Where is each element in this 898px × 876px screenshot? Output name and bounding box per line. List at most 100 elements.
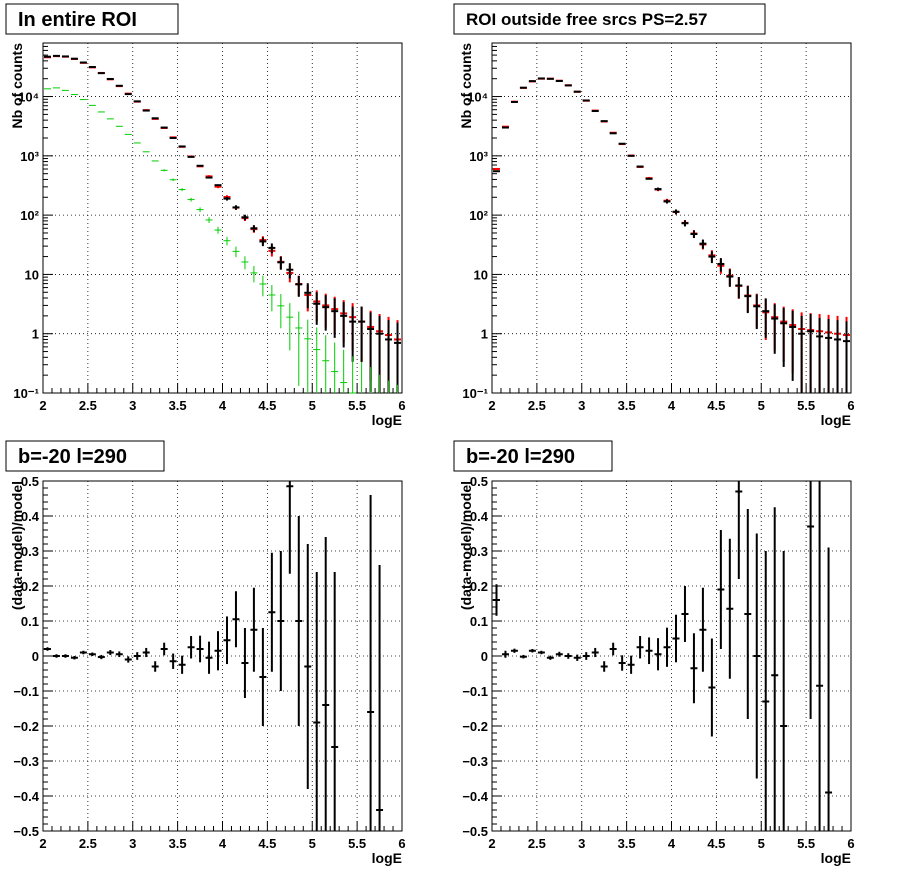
x-axis-title: logE <box>821 412 851 428</box>
plot-frame <box>42 480 403 832</box>
y-tick-label: 1 <box>32 327 39 342</box>
x-tick-label: 3 <box>129 398 136 413</box>
panel-title: In entire ROI <box>18 9 137 31</box>
y-axis-title: Nb of counts <box>458 43 474 129</box>
chart-panel-3: 2 2.5 3 3.5 4 4.5 5 5.5 6 −0.5 −0.4 −0.3 −0.2 −0.1 0 0.… <box>5 440 406 866</box>
y-tick-label: 0.3 <box>470 544 488 559</box>
x-tick-label: 5.5 <box>797 398 815 413</box>
y-tick-label: 10² <box>20 208 39 223</box>
x-tick-label: 3 <box>578 398 585 413</box>
y-axis-title: (data-model)/model <box>9 481 25 610</box>
panel-title: b=-20 l=290 <box>466 446 575 468</box>
y-tick-label: 10 <box>25 267 39 282</box>
y-tick-label: 10⁴ <box>467 90 488 105</box>
y-tick-label: −0.5 <box>13 824 39 839</box>
y-tick-label: 1 <box>481 327 488 342</box>
chart-panel-1: 2 2.5 3 3.5 4 4.5 5 5.5 6 10⁻¹ 1 10 10² 10³ 10⁴ logE Nb … <box>5 3 406 428</box>
x-tick-label: 2 <box>39 836 46 851</box>
y-tick-label: −0.2 <box>13 719 39 734</box>
panel-title: b=-20 l=290 <box>18 446 127 468</box>
y-tick-label: 0.3 <box>21 544 39 559</box>
panel-title-box <box>453 3 766 35</box>
plot-frame <box>491 42 852 394</box>
x-tick-label: 4 <box>668 398 676 413</box>
data-marks <box>44 481 384 831</box>
y-tick-label: 10³ <box>469 149 488 164</box>
x-axis-title: logE <box>821 850 851 866</box>
y-tick-label: 10² <box>469 208 488 223</box>
series-data <box>493 77 850 393</box>
data-marks <box>493 481 833 831</box>
y-tick-label: 10⁴ <box>18 90 39 105</box>
x-tick-label: 4.5 <box>258 836 276 851</box>
y-tick-label: 0.2 <box>470 579 488 594</box>
y-axis-title: (data-model)/model <box>458 481 474 610</box>
panel-title-box <box>5 440 165 472</box>
chart-panel-4: 2 2.5 3 3.5 4 4.5 5 5.5 6 −0.5 −0.4 −0.3 −0.2 −0.1 0 0.… <box>453 440 855 866</box>
x-tick-label: 2.5 <box>528 398 546 413</box>
x-tick-label: 2 <box>488 836 495 851</box>
y-tick-label: −0.3 <box>462 754 488 769</box>
x-tick-label: 5 <box>309 836 316 851</box>
x-tick-label: 2.5 <box>79 836 97 851</box>
y-tick-label: 10⁻¹ <box>13 386 39 401</box>
series-data <box>44 54 401 393</box>
x-tick-label: 2.5 <box>79 398 97 413</box>
y-tick-label: −0.4 <box>13 789 39 804</box>
y-tick-label: 0.2 <box>21 579 39 594</box>
y-tick-label: 10⁻¹ <box>462 386 488 401</box>
y-tick-label: −0.1 <box>13 684 39 699</box>
x-tick-label: 3.5 <box>618 398 636 413</box>
y-tick-label: 0.4 <box>21 509 40 524</box>
y-tick-label: 0.5 <box>470 474 488 489</box>
series-component <box>44 87 399 394</box>
panel-title-box <box>453 440 613 472</box>
x-tick-label: 2 <box>488 398 495 413</box>
y-tick-label: 0.1 <box>21 614 39 629</box>
x-tick-label: 2 <box>39 398 46 413</box>
y-tick-label: 10³ <box>20 149 39 164</box>
y-tick-label: 0 <box>481 649 488 664</box>
x-tick-label: 5 <box>309 398 316 413</box>
x-tick-label: 3 <box>578 836 585 851</box>
y-tick-label: 0 <box>32 649 39 664</box>
panel-title-box <box>5 3 179 35</box>
data-marks <box>493 77 850 393</box>
y-axis-title: Nb of counts <box>9 43 25 129</box>
x-tick-label: 4.5 <box>707 836 725 851</box>
x-tick-label: 6 <box>398 836 405 851</box>
x-tick-label: 5.5 <box>348 398 366 413</box>
x-tick-label: 4.5 <box>258 398 276 413</box>
x-tick-label: 6 <box>847 836 854 851</box>
x-tick-label: 5 <box>758 836 765 851</box>
plot-frame <box>491 480 852 832</box>
x-tick-label: 4.5 <box>707 398 725 413</box>
x-tick-label: 3.5 <box>169 398 187 413</box>
x-tick-label: 3.5 <box>169 836 187 851</box>
y-tick-label: 0.1 <box>470 614 488 629</box>
x-tick-label: 3 <box>129 836 136 851</box>
data-marks <box>44 54 401 394</box>
x-tick-label: 6 <box>847 398 854 413</box>
panel-title: ROI outside free srcs PS=2.57 <box>466 10 707 29</box>
y-tick-label: 0.5 <box>21 474 39 489</box>
x-axis-title: logE <box>372 850 402 866</box>
y-tick-label: −0.5 <box>462 824 488 839</box>
plot-frame <box>42 42 403 394</box>
x-tick-label: 4 <box>219 398 227 413</box>
x-tick-label: 2.5 <box>528 836 546 851</box>
x-tick-label: 5.5 <box>797 836 815 851</box>
y-tick-label: −0.4 <box>462 789 488 804</box>
x-tick-label: 4 <box>668 836 676 851</box>
y-tick-label: −0.2 <box>462 719 488 734</box>
x-tick-label: 4 <box>219 836 227 851</box>
x-tick-label: 3.5 <box>618 836 636 851</box>
y-tick-label: −0.1 <box>462 684 488 699</box>
x-axis-title: logE <box>372 412 402 428</box>
chart-panel-2: 2 2.5 3 3.5 4 4.5 5 5.5 6 10⁻¹ 1 10 10² 10³ 10⁴ logE Nb … <box>453 3 855 428</box>
x-tick-label: 5.5 <box>348 836 366 851</box>
x-tick-label: 6 <box>398 398 405 413</box>
y-tick-label: −0.3 <box>13 754 39 769</box>
x-tick-label: 5 <box>758 398 765 413</box>
